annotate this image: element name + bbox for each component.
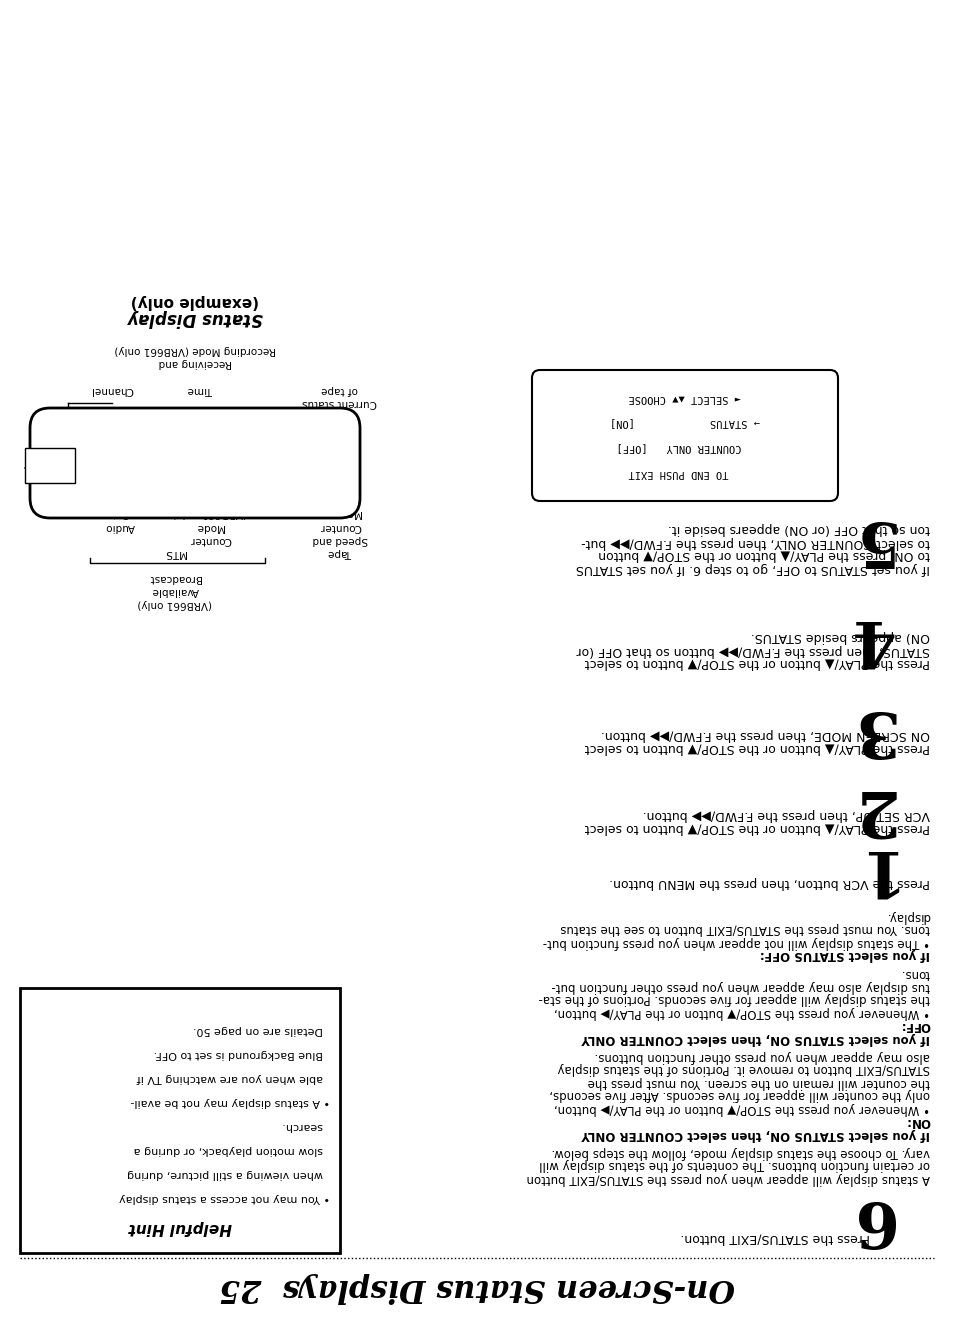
Text: Helpful Hint: Helpful Hint — [128, 1221, 232, 1236]
Text: Counter: Counter — [318, 523, 360, 532]
Text: Channel: Channel — [91, 385, 133, 395]
Text: the status display will appear for five seconds. Portions of the sta-: the status display will appear for five … — [537, 993, 929, 1005]
Text: OFF:: OFF: — [899, 1018, 929, 1032]
Text: If you select STATUS ON, then select COUNTER ONLY: If you select STATUS ON, then select COU… — [580, 1032, 929, 1045]
Text: (VRB661 only): (VRB661 only) — [172, 508, 247, 519]
Text: ◄ SELECT ▲▼ CHOOSE: ◄ SELECT ▲▼ CHOOSE — [628, 393, 740, 403]
Text: or certain function buttons. The contents of the status display will: or certain function buttons. The content… — [538, 1158, 929, 1172]
Bar — [20, 988, 339, 1253]
Text: 2: 2 — [847, 777, 891, 838]
Text: Audio: Audio — [105, 523, 134, 532]
Text: MTS: MTS — [164, 548, 186, 559]
Bar — [25, 448, 75, 483]
Text: Broadcast: Broadcast — [149, 573, 201, 583]
Text: Details are on page 50.: Details are on page 50. — [193, 1025, 330, 1034]
Text: ON) appears beside STATUS.: ON) appears beside STATUS. — [750, 631, 929, 644]
Text: tons.: tons. — [900, 966, 929, 980]
Text: 12:00 AM  CH10: 12:00 AM CH10 — [148, 440, 242, 451]
FancyBboxPatch shape — [30, 408, 359, 519]
Text: STEREO: STEREO — [80, 468, 118, 479]
Text: 3: 3 — [847, 697, 891, 758]
Text: STOP          TV STEREO: STOP TV STEREO — [117, 453, 273, 463]
Text: 2ND AUD: 2ND AUD — [80, 455, 126, 465]
Text: • You may not access a status display: • You may not access a status display — [119, 1193, 330, 1202]
Text: → STATUS            [ON]: → STATUS [ON] — [609, 419, 760, 428]
Text: If you set STATUS to OFF, go to step 6. If you set STATUS: If you set STATUS to OFF, go to step 6. … — [576, 561, 929, 575]
Text: Speed and: Speed and — [312, 535, 367, 545]
Text: tus display also may appear when you press other function but-: tus display also may appear when you pre… — [551, 980, 929, 993]
Text: the counter will remain on the screen. You must press the: the counter will remain on the screen. Y… — [587, 1076, 929, 1089]
Text: Status Display: Status Display — [127, 309, 262, 327]
Text: ON SCREEN MODE, then press the F.FWD/▶▶ button.: ON SCREEN MODE, then press the F.FWD/▶▶ … — [600, 729, 929, 741]
Text: display.: display. — [884, 909, 929, 922]
Text: 6: 6 — [847, 1188, 891, 1249]
Text: STATUS, then press the F.FWD/▶▶ button so that OFF (or: STATUS, then press the F.FWD/▶▶ button s… — [576, 644, 929, 656]
Text: 5: 5 — [847, 508, 891, 568]
Text: to ON, press the PLAY/▲ button or the STOP/▼ button: to ON, press the PLAY/▲ button or the ST… — [598, 548, 929, 561]
Text: Time: Time — [187, 385, 213, 395]
Text: Current status: Current status — [302, 399, 377, 408]
Text: only the counter will appear for five seconds. After five seconds,: only the counter will appear for five se… — [549, 1089, 929, 1101]
Text: COUNTER ONLY   [OFF]: COUNTER ONLY [OFF] — [616, 443, 753, 453]
Text: Memory: Memory — [318, 508, 361, 519]
FancyBboxPatch shape — [532, 371, 837, 501]
Text: • Whenever you press the STOP/▼ button or the PLAY/▶ button,: • Whenever you press the STOP/▼ button o… — [554, 1101, 929, 1114]
Text: Mode: Mode — [195, 523, 224, 532]
Text: Press the PLAY/▲ button or the STOP/▼ button to select: Press the PLAY/▲ button or the STOP/▼ bu… — [584, 821, 929, 834]
Text: ton so that OFF (or ON) appears beside it.: ton so that OFF (or ON) appears beside i… — [667, 523, 929, 536]
Text: • Whenever you press the STOP/▼ button or the PLAY/▶ button,: • Whenever you press the STOP/▼ button o… — [554, 1005, 929, 1018]
Text: tons. You must press the STATUS/EXIT button to see the status: tons. You must press the STATUS/EXIT but… — [559, 922, 929, 936]
Text: Press the VCR button, then press the MENU button.: Press the VCR button, then press the MEN… — [608, 877, 929, 889]
Text: Tape: Tape — [328, 548, 352, 559]
Text: Press the PLAY/▲ button or the STOP/▼ button to select: Press the PLAY/▲ button or the STOP/▼ bu… — [584, 656, 929, 669]
Text: Out: Out — [111, 508, 130, 519]
Text: (VRB661 only): (VRB661 only) — [137, 599, 213, 609]
Text: VCR SET UP, then press the F.FWD/▶▶ button.: VCR SET UP, then press the F.FWD/▶▶ butt… — [642, 809, 929, 821]
Text: slow motion playback, or during a: slow motion playback, or during a — [133, 1145, 330, 1154]
Text: Recording Mode (VRB661 only): Recording Mode (VRB661 only) — [114, 345, 275, 355]
Text: STATUS/EXIT button to remove it. Portions of the status display: STATUS/EXIT button to remove it. Portion… — [557, 1062, 929, 1076]
Text: Press the PLAY/▲ button or the STOP/▼ button to select: Press the PLAY/▲ button or the STOP/▼ bu… — [584, 741, 929, 754]
Text: search.: search. — [282, 1121, 330, 1130]
Text: of tape: of tape — [321, 385, 358, 395]
Text: vary. To choose the status display mode, follow the steps below.: vary. To choose the status display mode,… — [551, 1145, 929, 1158]
Text: when viewing a still picture, during: when viewing a still picture, during — [127, 1169, 330, 1178]
Text: to select COUNTER ONLY, then press the F.FWD/▶▶ but-: to select COUNTER ONLY, then press the F… — [580, 536, 929, 548]
Text: Available: Available — [152, 587, 198, 596]
Text: 4: 4 — [847, 608, 891, 669]
Text: ON:: ON: — [904, 1114, 929, 1128]
Text: On-Screen Status Displays  25: On-Screen Status Displays 25 — [218, 1273, 735, 1304]
Text: SLP    M 1:23:45    HIFI: SLP M 1:23:45 HIFI — [110, 468, 280, 481]
Text: also may appear when you press other function buttons.: also may appear when you press other fun… — [594, 1049, 929, 1062]
Text: (example only): (example only) — [131, 293, 259, 308]
Text: 1: 1 — [847, 837, 891, 898]
Text: Receiving and: Receiving and — [158, 359, 232, 368]
Text: Press the STATUS/EXIT button.: Press the STATUS/EXIT button. — [679, 1232, 869, 1245]
Text: able when you are watching TV if: able when you are watching TV if — [136, 1073, 330, 1082]
Text: Blue Background is set to OFF.: Blue Background is set to OFF. — [153, 1049, 330, 1058]
Text: If you select STATUS OFF:: If you select STATUS OFF: — [760, 949, 929, 961]
Text: • A status display may not be avail-: • A status display may not be avail- — [131, 1097, 330, 1106]
Text: If you select STATUS ON, then select COUNTER ONLY: If you select STATUS ON, then select COU… — [580, 1128, 929, 1141]
Text: Counter: Counter — [189, 535, 231, 545]
Text: TO END PUSH EXIT: TO END PUSH EXIT — [628, 468, 740, 479]
Text: • The status display will not appear when you press function but-: • The status display will not appear whe… — [542, 936, 929, 949]
Text: A status display will appear when you press the STATUS/EXIT button: A status display will appear when you pr… — [526, 1172, 929, 1185]
